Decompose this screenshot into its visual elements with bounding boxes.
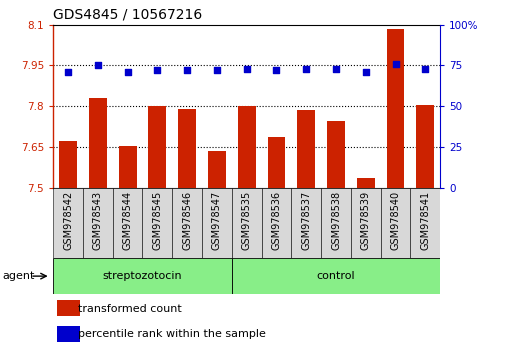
- Text: GSM978536: GSM978536: [271, 191, 281, 250]
- Bar: [53, 188, 83, 258]
- Bar: [83, 188, 113, 258]
- Bar: [208, 151, 225, 188]
- Bar: [231, 258, 439, 294]
- Bar: [231, 188, 261, 258]
- Bar: [178, 109, 195, 188]
- Point: [213, 68, 221, 73]
- Bar: [297, 110, 315, 188]
- Text: streptozotocin: streptozotocin: [103, 271, 182, 281]
- Bar: [261, 188, 291, 258]
- Text: GSM978544: GSM978544: [122, 191, 132, 250]
- Text: GSM978541: GSM978541: [420, 191, 429, 250]
- Bar: [142, 188, 172, 258]
- Text: GSM978539: GSM978539: [360, 191, 370, 250]
- Bar: [350, 188, 380, 258]
- Text: GSM978535: GSM978535: [241, 191, 251, 250]
- Bar: [53, 258, 231, 294]
- Bar: [321, 188, 350, 258]
- Bar: [410, 188, 439, 258]
- Text: GSM978537: GSM978537: [300, 191, 311, 250]
- Point: [153, 68, 161, 73]
- Text: GSM978540: GSM978540: [390, 191, 400, 250]
- Bar: [148, 106, 166, 188]
- Bar: [386, 29, 403, 188]
- Point: [123, 69, 131, 75]
- Text: GSM978538: GSM978538: [330, 191, 340, 250]
- Bar: [201, 188, 231, 258]
- Point: [272, 68, 280, 73]
- Point: [183, 68, 191, 73]
- Bar: [416, 105, 433, 188]
- Point: [93, 63, 102, 68]
- Bar: [59, 142, 77, 188]
- Text: GSM978542: GSM978542: [63, 191, 73, 250]
- Point: [361, 69, 369, 75]
- Point: [331, 66, 339, 72]
- Text: percentile rank within the sample: percentile rank within the sample: [78, 329, 266, 339]
- Bar: [113, 188, 142, 258]
- Point: [64, 69, 72, 75]
- Text: GSM978546: GSM978546: [182, 191, 192, 250]
- Text: GSM978545: GSM978545: [152, 191, 162, 250]
- Bar: [356, 178, 374, 188]
- Bar: [57, 326, 80, 342]
- Text: agent: agent: [3, 271, 35, 281]
- Text: GDS4845 / 10567216: GDS4845 / 10567216: [53, 7, 202, 21]
- Point: [421, 66, 429, 72]
- Bar: [291, 188, 321, 258]
- Text: GSM978543: GSM978543: [92, 191, 103, 250]
- Text: control: control: [316, 271, 355, 281]
- Bar: [118, 145, 136, 188]
- Point: [391, 61, 399, 67]
- Bar: [89, 98, 107, 188]
- Point: [301, 66, 310, 72]
- Text: GSM978547: GSM978547: [212, 191, 222, 250]
- Bar: [380, 188, 410, 258]
- Bar: [267, 137, 285, 188]
- Bar: [326, 121, 344, 188]
- Text: transformed count: transformed count: [78, 304, 182, 314]
- Bar: [172, 188, 201, 258]
- Point: [242, 66, 250, 72]
- Bar: [57, 300, 80, 316]
- Bar: [237, 106, 255, 188]
